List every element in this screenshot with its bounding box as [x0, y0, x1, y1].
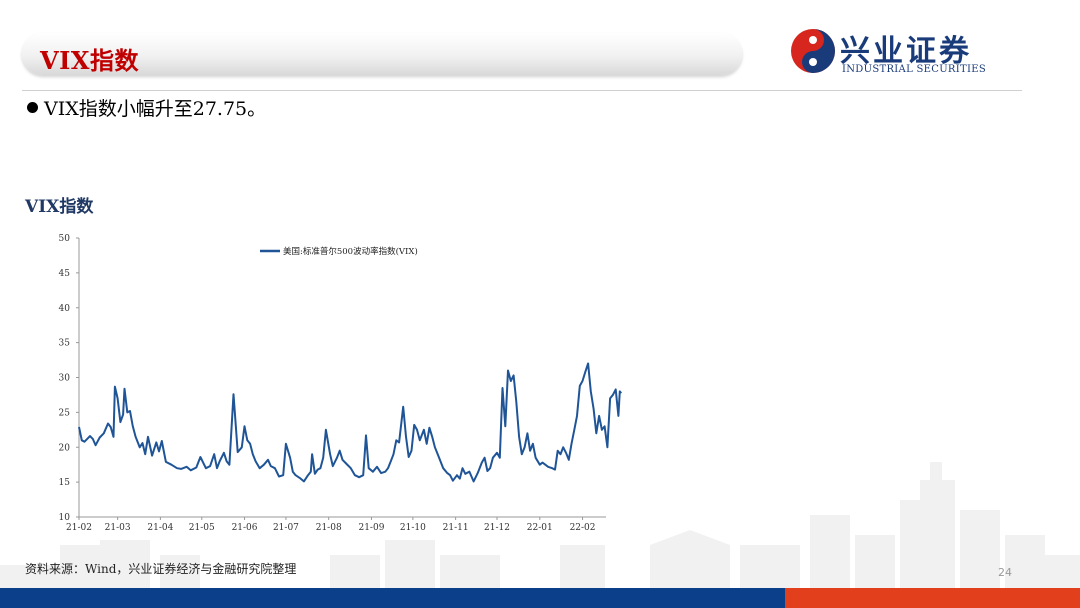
- company-logo: 兴业证券 INDUSTRIAL SECURITIES: [790, 28, 1020, 78]
- footer-bar-blue: [0, 588, 785, 608]
- page-title: VIX指数: [40, 46, 139, 75]
- x-tick-label: 21-06: [232, 523, 258, 533]
- bullet-dot-icon: [27, 102, 38, 113]
- logo-name: 兴业证券: [840, 34, 972, 69]
- chart-title: VIX指数: [25, 197, 94, 217]
- x-tick-label: 21-12: [484, 523, 510, 533]
- y-tick-label: 15: [59, 478, 71, 488]
- logo-emblem-icon: [791, 29, 835, 73]
- y-tick-label: 20: [59, 443, 71, 453]
- x-tick-label: 21-08: [316, 523, 342, 533]
- y-tick-label: 50: [59, 234, 71, 244]
- y-tick-label: 30: [59, 374, 71, 384]
- x-tick-label: 21-11: [443, 523, 469, 533]
- source-note: 资料来源：Wind，兴业证券经济与金融研究院整理: [25, 562, 297, 576]
- x-tick-label: 21-04: [147, 523, 173, 533]
- chart-legend: 美国:标准普尔500波动率指数(VIX): [260, 246, 418, 257]
- x-tick-label: 21-09: [358, 523, 384, 533]
- bullet-text: VIX指数小幅升至27.75。: [44, 98, 267, 120]
- x-tick-label: 21-03: [105, 523, 131, 533]
- y-tick-label: 10: [59, 513, 71, 523]
- y-tick-label: 40: [59, 304, 71, 314]
- y-tick-label: 25: [59, 408, 71, 418]
- vix-line-chart: 10 15 20 25 30 35 40 45 50 21-02 21-03 21-04 21-05 21…: [59, 234, 622, 533]
- series-line-vix: [78, 362, 622, 483]
- logo-subtitle: INDUSTRIAL SECURITIES: [842, 64, 986, 75]
- page-number: 24: [998, 566, 1012, 579]
- y-tick-label: 35: [59, 339, 71, 349]
- title-bar: VIX指数: [22, 33, 742, 75]
- x-tick-label: 22-02: [570, 523, 596, 533]
- y-tick-label: 45: [59, 269, 71, 279]
- header-divider: [22, 90, 1022, 91]
- x-tick-label: 21-05: [189, 523, 215, 533]
- bullet-point: VIX指数小幅升至27.75。: [27, 94, 266, 121]
- footer-bar-red: [785, 588, 1080, 608]
- x-tick-label: 22-01: [527, 523, 553, 533]
- x-tick-label: 21-07: [273, 523, 299, 533]
- x-tick-label: 21-02: [66, 523, 92, 533]
- legend-label: 美国:标准普尔500波动率指数(VIX): [283, 246, 418, 257]
- x-tick-label: 21-10: [400, 523, 426, 533]
